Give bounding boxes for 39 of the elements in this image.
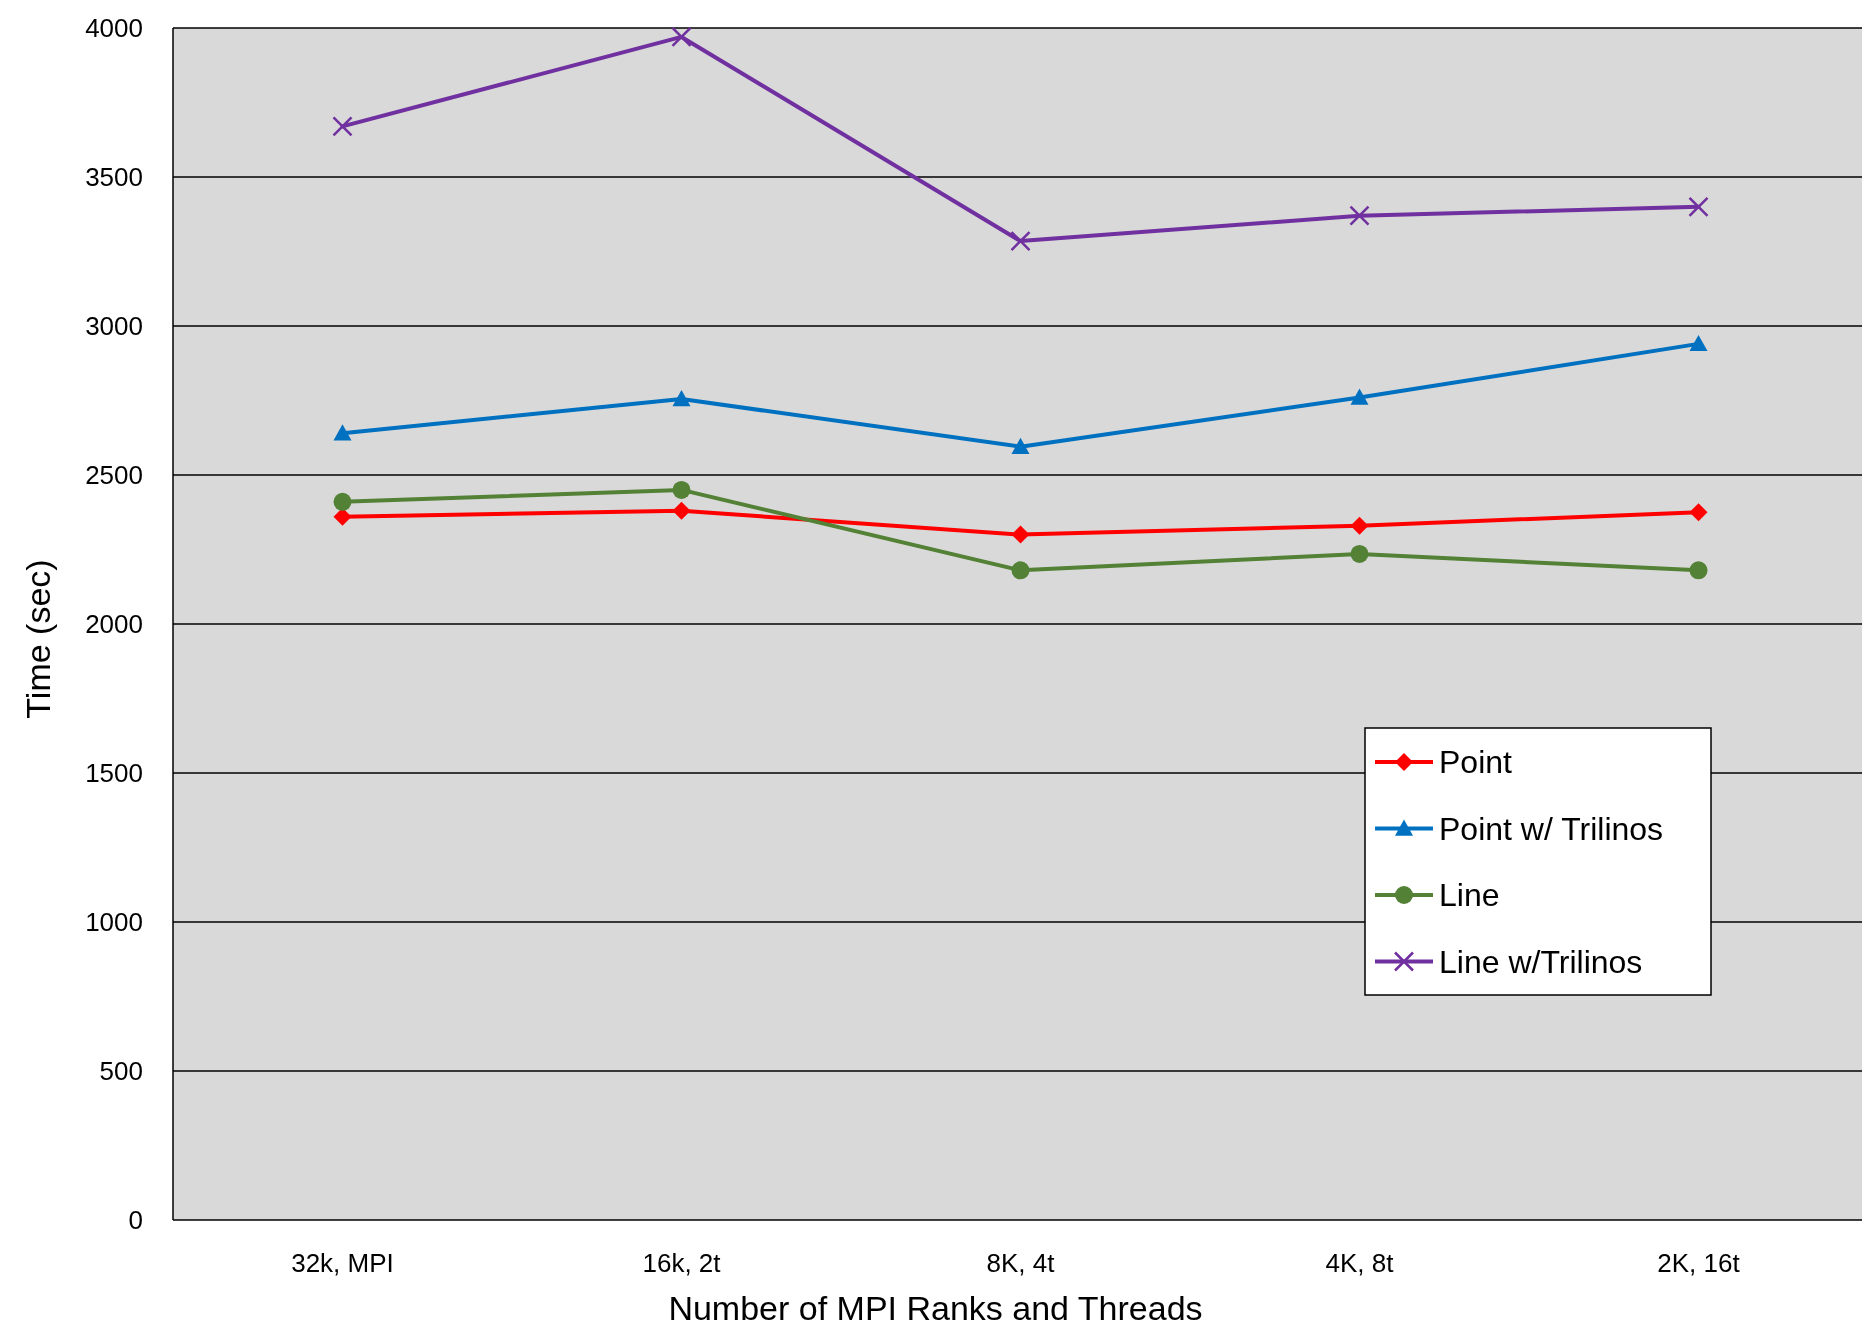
point [1349, 205, 1370, 226]
point [671, 26, 692, 48]
y-tick-label: 3000 [85, 311, 143, 342]
point [672, 480, 691, 499]
x-tick-label: 32k, MPI [291, 1248, 394, 1278]
point [333, 424, 352, 441]
x-tick-label: 8K, 4t [986, 1248, 1056, 1278]
legend-label: Line w/Trilinos [1439, 943, 1643, 980]
legend-label: Point w/ Trilinos [1439, 810, 1664, 847]
point [1688, 196, 1709, 218]
legend-label: Point [1439, 744, 1513, 781]
point [1689, 334, 1708, 352]
point [333, 492, 352, 511]
x-tick-label: 2K, 16t [1657, 1248, 1741, 1278]
point [1011, 437, 1030, 454]
y-tick-label: 2500 [85, 460, 143, 491]
point [1010, 230, 1031, 252]
point [1011, 561, 1030, 580]
y-tick-label: 1500 [85, 758, 143, 789]
y-tick-label: 4000 [85, 13, 143, 44]
point [672, 501, 691, 520]
point [1350, 516, 1369, 535]
y-tick-label: 0 [128, 1205, 143, 1236]
x-tick-label: 16k, 2t [642, 1248, 722, 1278]
point [1011, 525, 1030, 544]
x-tick-label: 4K, 8t [1325, 1248, 1395, 1278]
y-tick-label: 1000 [85, 907, 143, 938]
y-axis-title: Time (sec) [19, 559, 57, 719]
y-tick-label: 500 [99, 1056, 143, 1087]
legend-label: Line [1439, 877, 1500, 914]
x-axis-title: Number of MPI Ranks and Threads [668, 1289, 1203, 1327]
point [1350, 388, 1369, 405]
point [1689, 561, 1708, 580]
point [1689, 503, 1708, 522]
point [672, 390, 691, 407]
point [332, 116, 353, 137]
point [1350, 544, 1369, 563]
y-tick-label: 2000 [85, 609, 143, 640]
y-tick-label: 3500 [85, 162, 143, 193]
